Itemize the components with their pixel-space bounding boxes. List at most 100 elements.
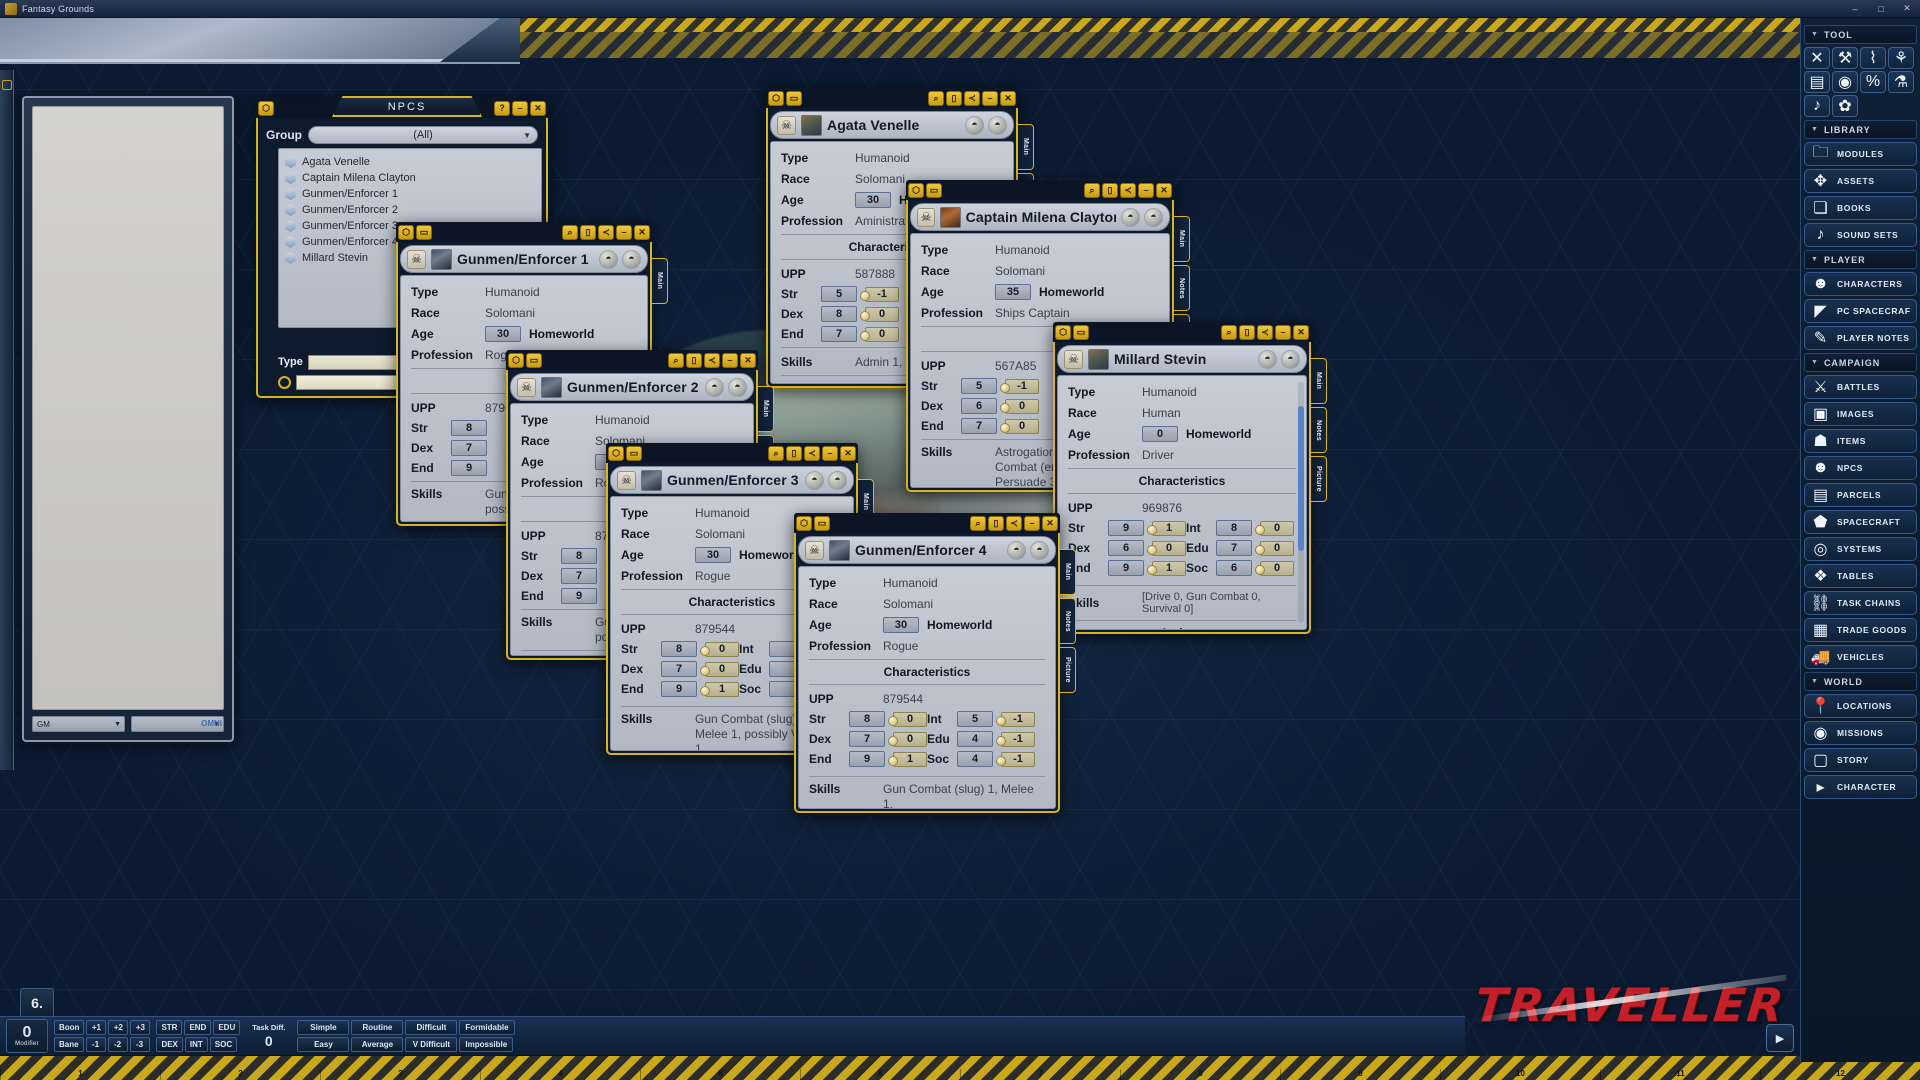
age-input[interactable]: 30 [883, 616, 919, 633]
list-item[interactable]: Gunmen/Enforcer 2 [285, 202, 535, 218]
dex-value[interactable]: 7 [849, 731, 885, 747]
difficulty-difficult[interactable]: Difficult [405, 1020, 458, 1035]
difficulty-v-difficult[interactable]: V Difficult [405, 1037, 458, 1052]
close-button[interactable]: ✕ [1903, 3, 1911, 13]
npc-sheet-millard-stevin[interactable]: ⬡ ▭ ⌕ ▯ ≺ – ✕ Main Notes Picture ☠ Milla… [1053, 322, 1327, 634]
int-value[interactable]: 5 [957, 711, 993, 727]
chat-icon[interactable]: ▭ [926, 182, 942, 198]
vertical-scrollbar[interactable] [1298, 382, 1304, 623]
modifier-total[interactable]: 0 Modifier [6, 1019, 48, 1053]
list-item[interactable]: Millard Stevin [285, 250, 535, 266]
sidebar-item-character[interactable]: ▸ CHARACTER [1804, 775, 1917, 799]
side-tab-main[interactable]: Main [1174, 216, 1190, 262]
dex-value[interactable]: 6 [1108, 540, 1144, 556]
side-tab-picture[interactable]: Picture [1311, 456, 1327, 502]
avatar[interactable] [541, 376, 562, 398]
soc-value[interactable]: 4 [957, 751, 993, 767]
sidebar-item-trade-goods[interactable]: ▦ TRADE GOODS [1804, 618, 1917, 642]
right-sidebar[interactable]: ▼ TOOL ✕ ⚒ ⌇ ⚘ ▤ ◉ % ⚗ ♪ ✿ ▼ LIBRARY 🗀 M… [1800, 18, 1920, 1062]
percent-icon[interactable]: % [1860, 71, 1886, 93]
token-icon-2[interactable]: ◓ [728, 377, 747, 397]
skull-icon[interactable]: ☠ [917, 207, 936, 227]
end-value[interactable]: 9 [561, 588, 597, 604]
sidebar-item-sound-sets[interactable]: ♪ SOUND SETS [1804, 223, 1917, 247]
str-value[interactable]: 8 [451, 420, 487, 436]
str-value[interactable]: 8 [661, 641, 697, 657]
dex-mod[interactable]: 0 [860, 306, 899, 322]
sheet-header[interactable]: ☠ Gunmen/Enforcer 1 ◓ ◓ [400, 245, 648, 273]
window-titlebar[interactable]: ⬡ ▭ ⌕ ▯ ≺ – ✕ [766, 88, 1018, 108]
end-value[interactable]: 7 [961, 418, 997, 434]
zoom-icon[interactable]: ⌕ [668, 352, 684, 368]
hex-menu-icon[interactable]: ⬡ [768, 90, 784, 106]
avatar[interactable] [1088, 348, 1109, 370]
close-icon[interactable]: ✕ [1293, 324, 1309, 340]
window-titlebar[interactable]: ⬡ ▭ ⌕ ▯ ≺ – ✕ [506, 350, 758, 370]
chat-icon[interactable]: ▭ [786, 90, 802, 106]
share-icon[interactable]: ≺ [1006, 515, 1022, 531]
token-icon[interactable]: ◓ [805, 470, 824, 490]
zoom-icon[interactable]: ⌕ [928, 90, 944, 106]
zoom-icon[interactable]: ⌕ [970, 515, 986, 531]
close-icon[interactable]: ✕ [740, 352, 756, 368]
str-value[interactable]: 5 [961, 378, 997, 394]
list-item[interactable]: Gunmen/Enforcer 3 [285, 218, 535, 234]
chat-icon[interactable]: ▭ [1073, 324, 1089, 340]
end-value[interactable]: 7 [821, 326, 857, 342]
sheet-header[interactable]: ☠ Agata Venelle ◓ ◓ [770, 111, 1014, 139]
window-titlebar[interactable]: ⬡ ▭ ⌕ ▯ ≺ – ✕ [794, 513, 1060, 533]
sidebar-item-npcs[interactable]: ☻ NPCS [1804, 456, 1917, 480]
lock-icon[interactable]: ▯ [580, 224, 596, 240]
avatar[interactable] [431, 248, 452, 270]
attr-end[interactable]: END [184, 1020, 212, 1035]
chat-icon[interactable]: ▭ [416, 224, 432, 240]
minimize-icon[interactable]: – [982, 90, 998, 106]
sheet-side-tabs[interactable]: Main [652, 258, 668, 304]
hex-menu-icon[interactable]: ⬡ [508, 352, 524, 368]
side-tab-notes[interactable]: Notes [1174, 265, 1190, 311]
sidebar-group-player[interactable]: ▼ PLAYER [1804, 250, 1917, 269]
str-mod[interactable]: 0 [888, 711, 927, 727]
str-mod[interactable]: -1 [1000, 378, 1039, 394]
sidebar-item-books[interactable]: ❏ BOOKS [1804, 196, 1917, 220]
close-icon[interactable]: ✕ [1804, 47, 1830, 69]
str-mod[interactable]: 1 [1147, 520, 1186, 536]
chat-icon[interactable]: ▭ [526, 352, 542, 368]
age-input[interactable]: 30 [485, 325, 521, 342]
npcs-group-select[interactable]: (All) ▼ [308, 126, 538, 144]
token-icon-2[interactable]: ◓ [1281, 349, 1300, 369]
die-slot[interactable]: 6. [20, 988, 54, 1018]
lock-icon[interactable]: ▯ [686, 352, 702, 368]
calendar-icon[interactable]: ▤ [1804, 71, 1830, 93]
sidebar-item-locations[interactable]: 📍 LOCATIONS [1804, 694, 1917, 718]
attr-dex[interactable]: DEX [156, 1037, 183, 1052]
hex-menu-icon[interactable]: ⬡ [796, 515, 812, 531]
sidebar-item-missions[interactable]: ◉ MISSIONS [1804, 721, 1917, 745]
dex-mod[interactable]: 0 [1147, 540, 1186, 556]
dex-mod[interactable]: 0 [888, 731, 927, 747]
chat-icon[interactable]: ▭ [626, 445, 642, 461]
gm-notes-surface[interactable] [32, 106, 224, 710]
close-icon[interactable]: ✕ [840, 445, 856, 461]
hammer-icon[interactable]: ⚒ [1832, 47, 1858, 69]
potion-icon[interactable]: ⚗ [1888, 71, 1914, 93]
sidebar-group-tool[interactable]: ▼ TOOL [1804, 25, 1917, 44]
task-difficulty[interactable]: Task Diff. 0 [246, 1023, 291, 1049]
end-value[interactable]: 9 [1108, 560, 1144, 576]
share-icon[interactable]: ≺ [704, 352, 720, 368]
attr-int[interactable]: INT [184, 1037, 208, 1052]
gear-icon[interactable]: ✿ [1832, 95, 1858, 117]
search-icon[interactable] [278, 375, 291, 389]
end-mod[interactable]: 0 [1000, 418, 1039, 434]
wheel-icon[interactable]: ◉ [1832, 71, 1858, 93]
sidebar-item-items[interactable]: ☗ ITEMS [1804, 429, 1917, 453]
skull-icon[interactable]: ☠ [407, 249, 426, 269]
sidebar-item-spacecraft[interactable]: ⬟ SPACECRAFT [1804, 510, 1917, 534]
gm-select[interactable]: GM ▼ [32, 716, 125, 732]
skull-icon[interactable]: ☠ [777, 115, 796, 135]
str-mod[interactable]: 0 [700, 641, 739, 657]
int-mod[interactable]: 0 [1255, 520, 1294, 536]
difficulty-easy[interactable]: Easy [297, 1037, 350, 1052]
difficulty-average[interactable]: Average [351, 1037, 404, 1052]
int-mod[interactable]: -1 [996, 711, 1035, 727]
